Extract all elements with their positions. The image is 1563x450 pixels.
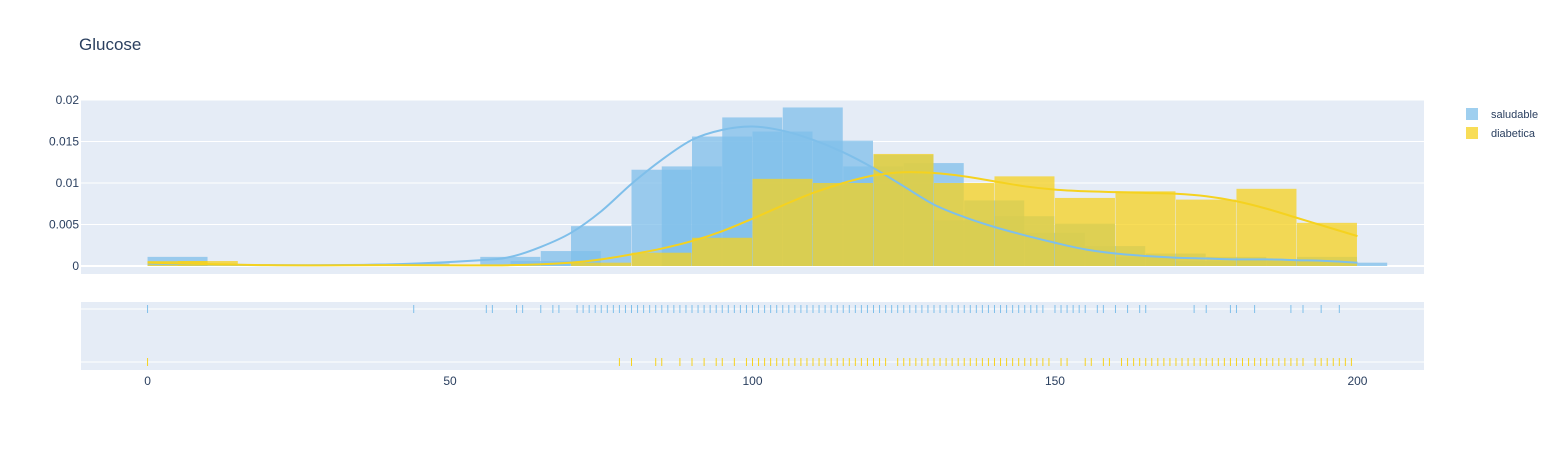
histogram-bar-diabetica[interactable] — [631, 252, 692, 266]
x-tick-label: 200 — [1347, 374, 1367, 388]
legend-item-diabetica[interactable]: diabetica — [1466, 127, 1536, 140]
x-tick-label: 150 — [1045, 374, 1065, 388]
histogram-bar-diabetica[interactable] — [812, 183, 873, 266]
y-tick-label: 0.005 — [49, 218, 79, 232]
histogram-bar-diabetica[interactable] — [692, 237, 752, 266]
legend[interactable]: saludable diabetica — [1466, 108, 1538, 140]
histogram-bar-saludable[interactable] — [1327, 262, 1388, 266]
histogram-bar-diabetica[interactable] — [873, 153, 934, 266]
density-curves — [147, 125, 1358, 267]
histogram-bar-diabetica[interactable] — [1296, 222, 1357, 266]
histogram-bar-diabetica[interactable] — [994, 176, 1055, 266]
legend-swatch — [1466, 127, 1478, 139]
histogram-bar-diabetica[interactable] — [571, 262, 632, 266]
histogram-bar-saludable[interactable] — [480, 256, 541, 266]
chart-title: Glucose — [79, 35, 141, 54]
legend-label: diabetica — [1491, 128, 1536, 140]
y-tick-label: 0.01 — [56, 176, 80, 190]
y-tick-label: 0.015 — [49, 135, 79, 149]
histogram-bar-diabetica[interactable] — [752, 178, 813, 266]
histogram-bars — [147, 107, 1388, 267]
legend-item-saludable[interactable]: saludable — [1466, 108, 1538, 121]
histogram-bar-diabetica[interactable] — [1054, 197, 1115, 266]
y-tick-label: 0 — [72, 259, 79, 273]
y-tick-label: 0.02 — [56, 93, 80, 107]
x-tick-label: 0 — [144, 374, 151, 388]
histogram-bar-diabetica[interactable] — [1175, 199, 1236, 266]
x-tick-labels: 0 50 100 150 200 — [144, 374, 1368, 388]
rug-marks — [147, 305, 1352, 366]
x-tick-label: 100 — [742, 374, 762, 388]
y-tick-labels: 0 0.005 0.01 0.015 0.02 — [49, 93, 79, 273]
kde-curve-saludable[interactable] — [147, 125, 1358, 267]
kde-curve-diabetica[interactable] — [147, 171, 1358, 267]
x-tick-label: 50 — [443, 374, 457, 388]
histogram-bar-saludable[interactable] — [1266, 261, 1327, 266]
legend-swatch — [1466, 108, 1478, 120]
legend-label: saludable — [1491, 109, 1538, 121]
histogram-bar-diabetica[interactable] — [1236, 188, 1297, 266]
histogram-bar-saludable[interactable] — [1206, 256, 1267, 266]
